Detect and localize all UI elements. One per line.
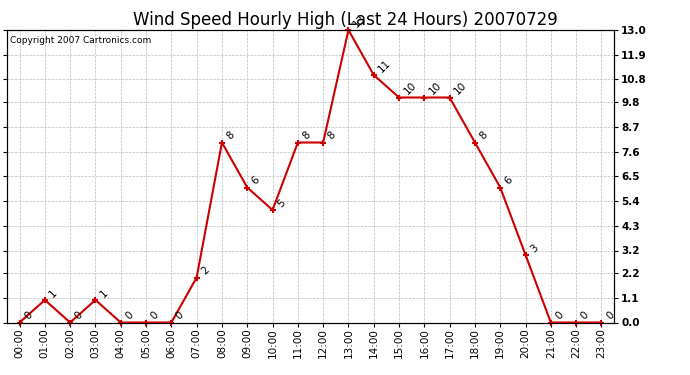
- Text: 0: 0: [149, 310, 161, 322]
- Text: 11: 11: [377, 58, 393, 74]
- Text: 0: 0: [73, 310, 85, 322]
- Text: 5: 5: [275, 198, 287, 209]
- Text: 0: 0: [174, 310, 186, 322]
- Text: 0: 0: [579, 310, 591, 322]
- Text: 1: 1: [48, 288, 59, 299]
- Text: 10: 10: [402, 80, 418, 97]
- Text: 3: 3: [529, 243, 540, 254]
- Text: 0: 0: [124, 310, 135, 322]
- Text: 13: 13: [351, 13, 368, 29]
- Text: 8: 8: [477, 130, 489, 142]
- Text: 10: 10: [453, 80, 469, 97]
- Text: 0: 0: [553, 310, 565, 322]
- Text: 0: 0: [604, 310, 616, 322]
- Text: 0: 0: [22, 310, 34, 322]
- Text: Wind Speed Hourly High (Last 24 Hours) 20070729: Wind Speed Hourly High (Last 24 Hours) 2…: [132, 11, 558, 29]
- Text: 8: 8: [225, 130, 237, 142]
- Text: 2: 2: [199, 265, 211, 277]
- Text: Copyright 2007 Cartronics.com: Copyright 2007 Cartronics.com: [10, 36, 151, 45]
- Text: 6: 6: [250, 175, 262, 187]
- Text: 8: 8: [326, 130, 337, 142]
- Text: 8: 8: [301, 130, 313, 142]
- Text: 10: 10: [427, 80, 444, 97]
- Text: 6: 6: [503, 175, 515, 187]
- Text: 1: 1: [98, 288, 110, 299]
